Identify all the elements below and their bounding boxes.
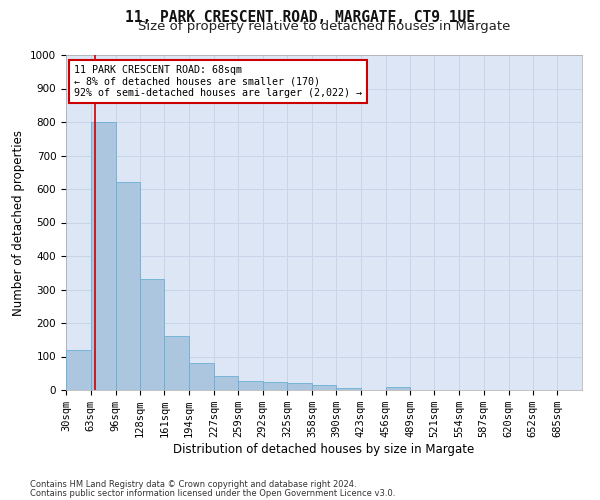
Bar: [139, 280, 164, 390]
Bar: [386, 388, 410, 390]
Bar: [66, 350, 91, 390]
Bar: [214, 376, 238, 390]
Bar: [238, 380, 263, 390]
X-axis label: Distribution of detached houses by size in Margate: Distribution of detached houses by size …: [173, 443, 475, 456]
Text: Contains HM Land Registry data © Crown copyright and database right 2024.: Contains HM Land Registry data © Crown c…: [30, 480, 356, 489]
Bar: [336, 388, 361, 390]
Title: Size of property relative to detached houses in Margate: Size of property relative to detached ho…: [138, 20, 510, 33]
Bar: [164, 336, 189, 390]
Bar: [287, 384, 312, 390]
Text: Contains public sector information licensed under the Open Government Licence v3: Contains public sector information licen…: [30, 488, 395, 498]
Bar: [312, 386, 336, 390]
Bar: [189, 363, 214, 390]
Text: 11, PARK CRESCENT ROAD, MARGATE, CT9 1UE: 11, PARK CRESCENT ROAD, MARGATE, CT9 1UE: [125, 10, 475, 25]
Bar: [263, 382, 287, 390]
Bar: [115, 182, 139, 390]
Text: 11 PARK CRESCENT ROAD: 68sqm
← 8% of detached houses are smaller (170)
92% of se: 11 PARK CRESCENT ROAD: 68sqm ← 8% of det…: [74, 65, 362, 98]
Y-axis label: Number of detached properties: Number of detached properties: [11, 130, 25, 316]
Bar: [91, 122, 115, 390]
